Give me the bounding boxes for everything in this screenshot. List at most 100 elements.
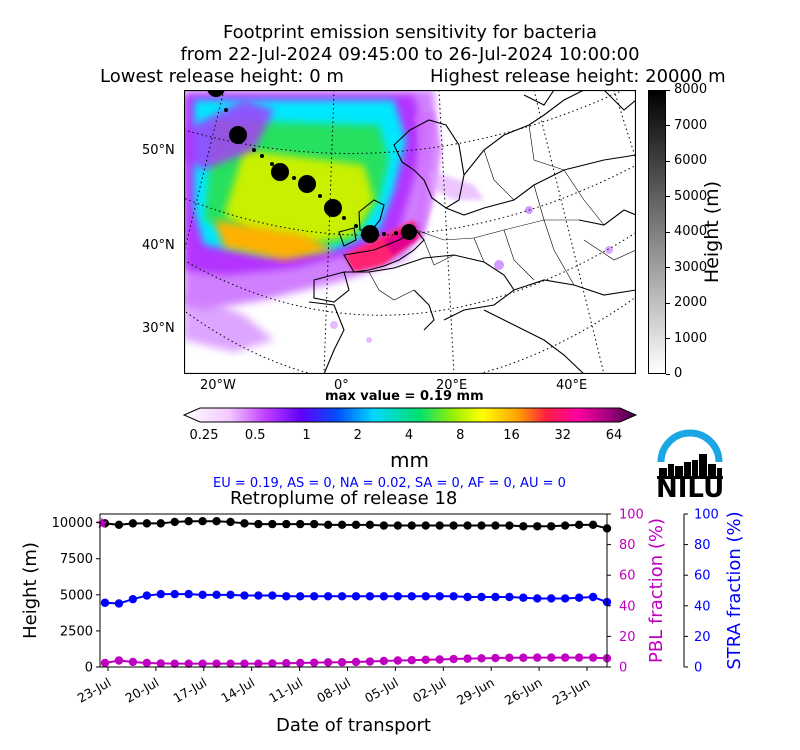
- emission-colorbar-tick-label: 32: [554, 428, 572, 443]
- series-point: [100, 658, 110, 668]
- series-point: [547, 594, 556, 603]
- series-point: [588, 520, 598, 530]
- series-point: [574, 653, 584, 662]
- height-colorbar-tick-mark: [666, 89, 670, 91]
- series-point: [477, 521, 486, 530]
- series-point: [435, 521, 444, 530]
- series-point: [198, 517, 207, 526]
- y2-tick-label: 80: [619, 538, 636, 553]
- series-point: [198, 590, 207, 600]
- release-star-icon: [96, 517, 108, 529]
- x-tick-label: 08-Jul: [314, 675, 353, 706]
- series-point: [142, 658, 152, 668]
- series-point: [365, 520, 375, 530]
- series-point: [337, 592, 347, 601]
- y3-tick-label: 40: [694, 599, 711, 614]
- series-point: [128, 657, 138, 667]
- lat-label-30n: 30°N: [142, 321, 175, 336]
- height-colorbar-tick-mark: [666, 373, 670, 375]
- series-point: [379, 592, 389, 601]
- series-point: [114, 520, 124, 530]
- y-tick-label: 5000: [60, 588, 93, 603]
- series-point: [114, 599, 124, 608]
- y-tick-label: 2500: [60, 624, 93, 639]
- lat-label-50n: 50°N: [142, 143, 175, 158]
- height-colorbar-tick-label: 5000: [674, 188, 708, 204]
- footprint-map: [184, 90, 636, 374]
- series-point: [282, 659, 291, 668]
- series-point: [254, 519, 263, 529]
- series-point: [491, 521, 500, 530]
- x-tick-label: 14-Jul: [218, 675, 257, 706]
- series-point: [309, 658, 319, 667]
- title-line-2: from 22-Jul-2024 09:45:00 to 26-Jul-2024…: [180, 44, 640, 65]
- region-fractions: EU = 0.19, AS = 0, NA = 0.02, SA = 0, AF…: [213, 476, 566, 491]
- series-point: [519, 653, 528, 662]
- emission-colorbar-tick-label: 0.5: [244, 428, 266, 443]
- series-point: [156, 589, 165, 599]
- series-point: [212, 590, 221, 600]
- series-point: [435, 655, 444, 664]
- height-colorbar-tick-label: 8000: [674, 82, 708, 97]
- skyline-icon: [657, 454, 723, 479]
- series-point: [407, 592, 416, 601]
- series-point: [226, 659, 235, 668]
- series-point: [226, 517, 235, 527]
- height-colorbar-tick-label: 3000: [674, 259, 708, 275]
- graticule: [184, 90, 636, 374]
- series-point: [309, 592, 319, 601]
- height-colorbar-tick-mark: [666, 267, 670, 268]
- series-point: [379, 656, 389, 666]
- series-point: [533, 522, 542, 531]
- series-point: [560, 521, 570, 530]
- height-colorbar: [648, 90, 666, 374]
- series-point: [282, 519, 291, 529]
- series-point: [212, 659, 221, 668]
- y3-axis-label: STRA fraction (%): [724, 511, 745, 669]
- series-point: [114, 656, 124, 665]
- x-tick-label: 29-Jun: [454, 675, 497, 708]
- emission-colorbar-tick-label: 64: [605, 428, 623, 443]
- title-line-1: Footprint emission sensitivity for bacte…: [222, 22, 598, 43]
- series-point: [156, 519, 165, 528]
- series-point: [574, 520, 584, 530]
- series-point: [268, 519, 277, 529]
- series-point: [519, 593, 528, 602]
- series-point: [296, 658, 305, 668]
- series-point: [533, 594, 542, 603]
- series-point: [477, 592, 486, 602]
- y-axis-label: Height (m): [20, 542, 41, 639]
- lon-label-40e: 40°E: [556, 378, 588, 393]
- series-point: [254, 591, 263, 600]
- series-point: [463, 521, 472, 530]
- y2-tick-label: 20: [619, 630, 636, 645]
- y-tick-label: 7500: [60, 552, 93, 567]
- x-tick-label: 23-Jul: [75, 675, 114, 706]
- emission-colorbar-tick-label: 0.25: [189, 428, 219, 443]
- nilu-logo: [657, 429, 723, 479]
- series-point: [198, 659, 207, 668]
- y3-tick-label: 100: [694, 508, 719, 523]
- height-colorbar-tick-label: 4000: [674, 224, 708, 239]
- series-point: [254, 659, 263, 668]
- series-point: [128, 519, 138, 528]
- height-colorbar-tick-mark: [666, 302, 670, 304]
- lon-label-0: 0°: [334, 378, 349, 393]
- y-tick-label: 0: [85, 661, 93, 676]
- series-point: [491, 592, 500, 602]
- series-point: [142, 591, 152, 600]
- y3-tick-label: 0: [694, 661, 702, 676]
- series-point: [323, 658, 333, 667]
- emission-colorbar-tick-label: 16: [503, 428, 520, 443]
- series-point: [547, 653, 556, 662]
- chart-title: Retroplume of release 18: [230, 488, 458, 509]
- series-point: [268, 659, 277, 668]
- emission-colorbar-tick-label: 1: [302, 428, 311, 443]
- height-colorbar-tick-label: 0: [674, 366, 683, 381]
- chart-frame: [99, 513, 608, 668]
- emission-colorbar-tick-label: 8: [456, 428, 465, 443]
- plume-centroids: [207, 90, 417, 243]
- height-colorbar-tick-label: 1000: [674, 330, 708, 346]
- series-point: [351, 592, 361, 601]
- series-point: [296, 592, 305, 601]
